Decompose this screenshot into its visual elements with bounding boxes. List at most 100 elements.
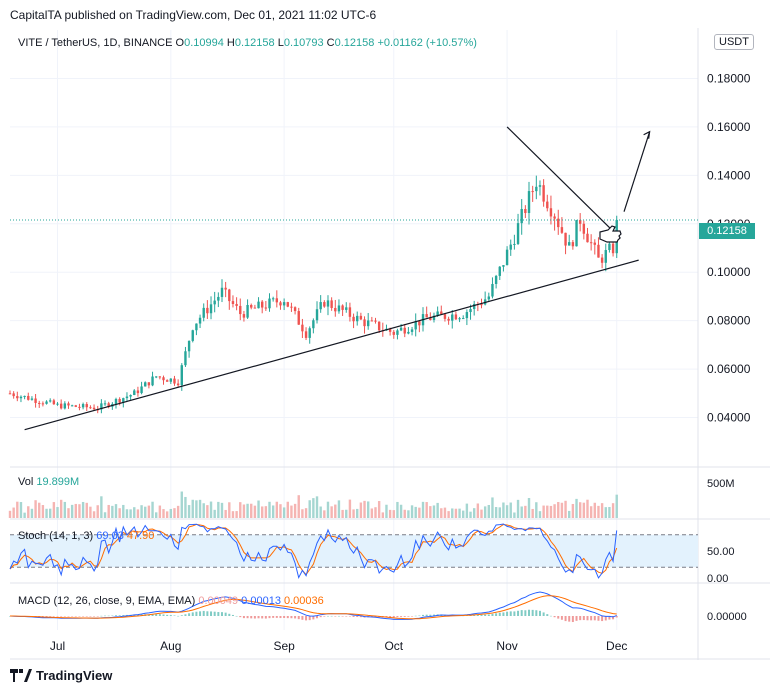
macd-hist-bar xyxy=(553,616,556,618)
volume-bar xyxy=(85,502,88,518)
candle-body xyxy=(290,306,293,308)
stoch-lines xyxy=(9,523,618,580)
macd-hist-bar xyxy=(45,616,48,617)
candle-body xyxy=(575,220,578,247)
volume-bar xyxy=(257,500,260,518)
macd-hist-bar xyxy=(495,613,498,616)
candle-body xyxy=(282,302,286,306)
macd-hist-bar xyxy=(517,610,520,616)
price-tick-label: 0.06000 xyxy=(707,362,751,376)
candle-body xyxy=(78,406,81,408)
candle-body xyxy=(27,395,30,400)
volume-bar xyxy=(432,505,436,518)
candle-body xyxy=(30,398,34,400)
stoch-band xyxy=(10,534,698,568)
price-axis[interactable]: 0.040000.060000.080000.100000.120000.140… xyxy=(707,71,751,623)
candle-body xyxy=(133,390,136,396)
macd-hist-bar xyxy=(418,615,421,617)
macd-hist-bar xyxy=(549,615,552,617)
trendline-drawings[interactable] xyxy=(10,126,698,431)
volume-bar xyxy=(151,501,154,518)
time-axis[interactable]: Jul Aug Sep Oct Nov Dec xyxy=(50,639,628,653)
macd-hist-bar xyxy=(268,616,271,619)
candle-body xyxy=(498,266,501,276)
volume-bar xyxy=(220,502,224,518)
candle-body xyxy=(491,283,494,297)
low-value: 0.10793 xyxy=(283,37,324,49)
time-tick-label: Nov xyxy=(496,639,517,653)
candle-body xyxy=(582,223,586,234)
volume-bar xyxy=(308,500,311,518)
macd-hist-bar xyxy=(604,616,607,621)
volume-bar xyxy=(568,510,571,518)
macd-hist-bar xyxy=(326,615,329,617)
candle-body xyxy=(217,296,220,301)
candle-body xyxy=(275,298,279,303)
volume-bar xyxy=(111,505,114,518)
candle-body xyxy=(546,201,549,209)
volume-bar xyxy=(381,512,385,518)
volume-bar xyxy=(19,502,23,518)
candle-body xyxy=(377,321,381,331)
candle-body xyxy=(257,301,260,309)
macd-hist-bar xyxy=(348,616,351,617)
volume-bar xyxy=(516,499,520,518)
macd-hist-bar xyxy=(586,616,589,621)
currency-button[interactable]: USDT xyxy=(714,34,754,50)
volume-bar xyxy=(304,508,308,518)
tradingview-footer[interactable]: TradingView xyxy=(10,668,112,683)
candle-body xyxy=(286,302,289,307)
macd-hist-bar xyxy=(286,616,289,619)
candle-body xyxy=(268,298,271,309)
candle-body xyxy=(162,377,165,381)
candle-body xyxy=(348,307,352,317)
volume-bar xyxy=(169,508,173,518)
volume-bar xyxy=(89,506,92,518)
macd-hist-bar xyxy=(235,615,238,617)
macd-hist-bar xyxy=(528,609,531,616)
macd-hist-bar xyxy=(202,610,205,616)
macd-hist-bar xyxy=(96,616,99,617)
volume-bar xyxy=(377,501,381,518)
candle-body xyxy=(403,327,406,334)
macd-legend[interactable]: MACD (12, 26, close, 9, EMA, EMA) 0.0004… xyxy=(18,595,324,607)
macd-hist-bar xyxy=(506,611,509,616)
candle-body xyxy=(513,243,516,245)
volume-bar xyxy=(597,505,600,518)
macd-hist-bar xyxy=(246,616,249,619)
volume-bar xyxy=(326,501,330,518)
candle-body xyxy=(462,318,465,320)
macd-hist-bar xyxy=(104,615,107,617)
volume-legend[interactable]: Vol 19.899M xyxy=(18,476,79,488)
macd-hist-bar xyxy=(56,616,59,617)
candle-body xyxy=(180,365,183,386)
candle-body xyxy=(407,331,410,334)
volume-bar xyxy=(224,509,227,518)
price-tick-label: 0.04000 xyxy=(707,411,751,425)
volume-bar xyxy=(38,502,41,518)
volume-bar xyxy=(410,505,414,518)
candle-body xyxy=(198,317,202,324)
candle-body xyxy=(472,303,476,310)
candle-body xyxy=(158,376,162,378)
close-value: 0.12158 xyxy=(334,37,375,49)
volume-bar xyxy=(578,502,582,518)
volume-bar xyxy=(74,503,77,518)
volume-bar xyxy=(290,505,293,518)
candle-body xyxy=(359,315,363,320)
symbol-legend[interactable]: VITE / TetherUS, 1D, BINANCE O0.10994 H0… xyxy=(18,37,477,49)
volume-bar xyxy=(176,505,180,518)
stoch-legend[interactable]: Stoch (14, 1, 3) 69.03 47.90 xyxy=(18,530,154,542)
volume-bar xyxy=(92,511,96,518)
projection-arrowhead xyxy=(643,130,651,139)
macd-hist-bar xyxy=(180,615,183,616)
candle-body xyxy=(12,393,15,397)
tradingview-logo-icon xyxy=(10,669,32,682)
volume-bar xyxy=(608,506,611,518)
volume-bar xyxy=(282,507,286,518)
volume-bar xyxy=(144,506,147,518)
symbol-name[interactable]: VITE / TetherUS, 1D, BINANCE xyxy=(18,37,173,49)
time-tick-label: Sep xyxy=(273,639,295,653)
macd-hist-bar xyxy=(392,616,395,618)
